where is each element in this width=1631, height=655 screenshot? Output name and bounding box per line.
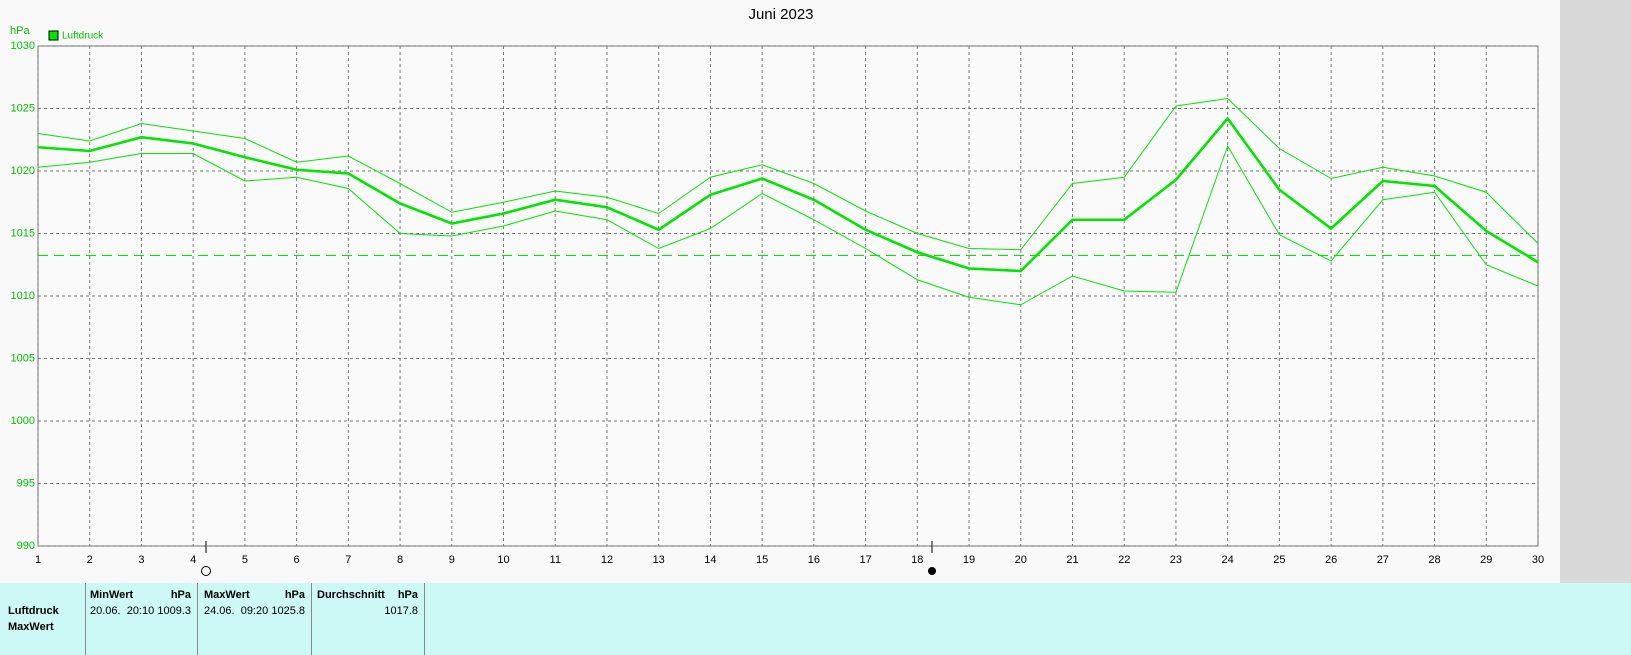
x-tick-label: 28	[1428, 554, 1440, 566]
x-tick-label: 6	[294, 554, 300, 566]
x-tick-label: 17	[859, 554, 871, 566]
moon-icon	[201, 566, 211, 576]
x-tick-label: 19	[963, 554, 975, 566]
x-tick-label: 26	[1325, 554, 1337, 566]
col-title: MaxWert	[204, 589, 250, 601]
cell: 1017.8	[384, 605, 418, 617]
cell: 24.06. 09:20	[204, 605, 269, 617]
x-tick-label: 4	[190, 554, 196, 566]
x-tick-label: 25	[1273, 554, 1285, 566]
side-window	[1560, 0, 1631, 583]
y-tick-label: 1025	[11, 102, 35, 114]
x-tick-label: 18	[911, 554, 923, 566]
y-tick-label: 1000	[11, 415, 35, 427]
y-tick-label: 995	[17, 477, 35, 489]
x-tick-label: 14	[704, 554, 716, 566]
legend-swatch	[48, 30, 59, 41]
avg-col: Durchschnitt hPa 1017.8	[312, 583, 425, 655]
stats-table: Luftdruck MaxWert MinWert hPa 20.06. 20:…	[0, 583, 1631, 655]
row-label: MaxWert	[8, 621, 54, 633]
col-title: MinWert	[90, 589, 134, 601]
y-tick-label: 1030	[11, 40, 35, 52]
x-tick-label: 27	[1377, 554, 1389, 566]
max-col: MaxWert hPa 24.06. 09:20 1025.8	[198, 583, 312, 655]
y-tick-label: 1020	[11, 165, 35, 177]
series-line	[37, 116, 1539, 273]
x-tick-label: 9	[449, 554, 455, 566]
range-line	[37, 144, 1539, 306]
x-tick-label: 24	[1222, 554, 1234, 566]
label-col: Luftdruck MaxWert	[0, 583, 86, 655]
x-tick-label: 22	[1118, 554, 1130, 566]
x-tick-label: 21	[1066, 554, 1078, 566]
col-unit: hPa	[284, 589, 305, 601]
x-tick-label: 13	[653, 554, 665, 566]
x-tick-label: 10	[497, 554, 509, 566]
x-tick-label: 12	[601, 554, 613, 566]
cell: 20.06. 20:10	[90, 605, 155, 617]
x-tick-label: 3	[138, 554, 144, 566]
x-tick-label: 29	[1480, 554, 1492, 566]
x-tick-label: 15	[756, 554, 768, 566]
cell: 1025.8	[271, 605, 305, 617]
col-unit: hPa	[170, 589, 191, 601]
y-tick-label: 990	[17, 540, 35, 552]
x-tick-label: 5	[242, 554, 248, 566]
chart: Juni 2023 hPa 99099510001005101010151020…	[10, 6, 1544, 576]
x-tick-label: 30	[1532, 554, 1544, 566]
x-tick-label: 23	[1170, 554, 1182, 566]
x-tick-label: 1	[35, 554, 41, 566]
legend-label: Luftdruck	[62, 31, 104, 42]
x-tick-label: 2	[87, 554, 93, 566]
col-title: Durchschnitt	[317, 589, 385, 601]
y-axis-label: hPa	[10, 25, 30, 37]
col-unit: hPa	[397, 589, 418, 601]
min-col: MinWert hPa 20.06. 20:10 1009.3	[85, 583, 198, 655]
y-tick-label: 1005	[11, 352, 35, 364]
y-tick-label: 1010	[11, 290, 35, 302]
x-tick-label: 16	[808, 554, 820, 566]
y-tick-label: 1015	[11, 227, 35, 239]
x-tick-label: 7	[345, 554, 351, 566]
cell: 1009.3	[157, 605, 191, 617]
x-tick-label: 20	[1015, 554, 1027, 566]
chart-title: Juni 2023	[748, 6, 813, 23]
row-label: Luftdruck	[8, 605, 59, 617]
x-tick-label: 8	[397, 554, 403, 566]
range-line	[37, 97, 1539, 251]
x-tick-label: 11	[550, 554, 561, 566]
moon-icon	[928, 567, 936, 575]
